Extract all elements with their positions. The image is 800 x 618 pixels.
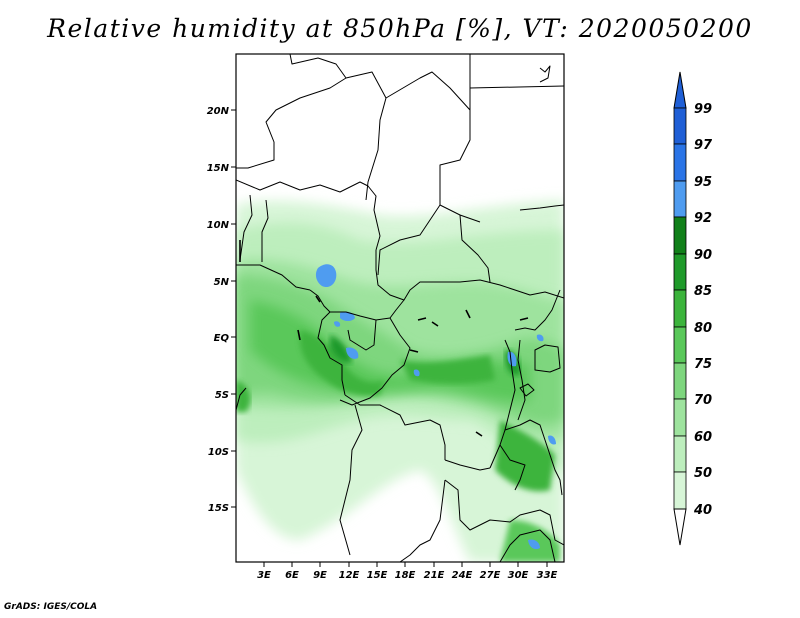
map-frame: [235, 53, 565, 563]
lon-label-9e: 9E: [313, 570, 327, 581]
colorbar-label-80: 80: [694, 321, 712, 336]
colorbar-label-90: 90: [694, 248, 712, 263]
colorbar-segment-40-50: [673, 471, 687, 510]
lon-label-27e: 27E: [480, 570, 501, 581]
colorbar-label-85: 85: [694, 284, 712, 299]
lat-label-20n: 20N: [207, 106, 230, 117]
colorbar-label-40: 40: [693, 503, 712, 518]
lon-ticks: [263, 562, 548, 567]
humidity-field: [236, 54, 564, 562]
colorbar-segment-75-80: [673, 326, 687, 364]
lat-label-15n: 15N: [207, 163, 230, 174]
map-title: Relative humidity at 850hPa [%], VT: 202…: [47, 14, 753, 43]
lat-label-10s: 10S: [208, 447, 229, 458]
colorbar-segment-60-70: [673, 398, 687, 437]
colorbar-label-95: 95: [694, 175, 712, 190]
lat-label-10n: 10N: [207, 220, 230, 231]
lon-label-24e: 24E: [452, 570, 473, 581]
lon-label-3e: 3E: [257, 570, 271, 581]
colorbar-segment-80-85: [673, 289, 687, 328]
lon-label-30e: 30E: [508, 570, 529, 581]
lat-label-5s: 5S: [215, 390, 229, 401]
lon-label-15e: 15E: [367, 570, 388, 581]
colorbar-label-97: 97: [694, 138, 713, 153]
colorbar-segment-95-97: [673, 143, 687, 182]
colorbar-label-70: 70: [694, 393, 712, 408]
colorbar-top-triangle: [673, 71, 687, 109]
lat-ticks: [231, 109, 236, 508]
colorbar-segment-85-90: [673, 253, 687, 291]
colorbar-label-50: 50: [694, 466, 712, 481]
colorbar-label-75: 75: [694, 357, 712, 372]
lon-label-33e: 33E: [537, 570, 558, 581]
lat-label-15s: 15S: [208, 503, 229, 514]
lat-label-eq: EQ: [214, 333, 230, 344]
lat-label-5n: 5N: [214, 277, 230, 288]
colorbar-segment-70-75: [673, 362, 687, 400]
colorbar-label-92: 92: [694, 211, 712, 226]
colorbar-segment-92-95: [673, 180, 687, 218]
country-borders: [236, 54, 564, 562]
colorbar: 99 97 95 92 90 85 80 75 70 60 50 40: [673, 71, 713, 546]
colorbar-bottom-triangle: [673, 508, 687, 546]
lon-label-6e: 6E: [285, 570, 299, 581]
colorbar-segment-97-99: [673, 107, 687, 145]
lon-label-12e: 12E: [339, 570, 360, 581]
colorbar-label-99: 99: [694, 102, 712, 117]
contour-marks: [239, 240, 529, 437]
colorbar-segment-90-92: [673, 216, 687, 255]
lon-label-21e: 21E: [424, 570, 445, 581]
grads-credit: GrADS: IGES/COLA: [4, 602, 98, 612]
colorbar-segment-50-60: [673, 435, 687, 473]
lon-label-18e: 18E: [395, 570, 416, 581]
colorbar-label-60: 60: [694, 430, 712, 445]
